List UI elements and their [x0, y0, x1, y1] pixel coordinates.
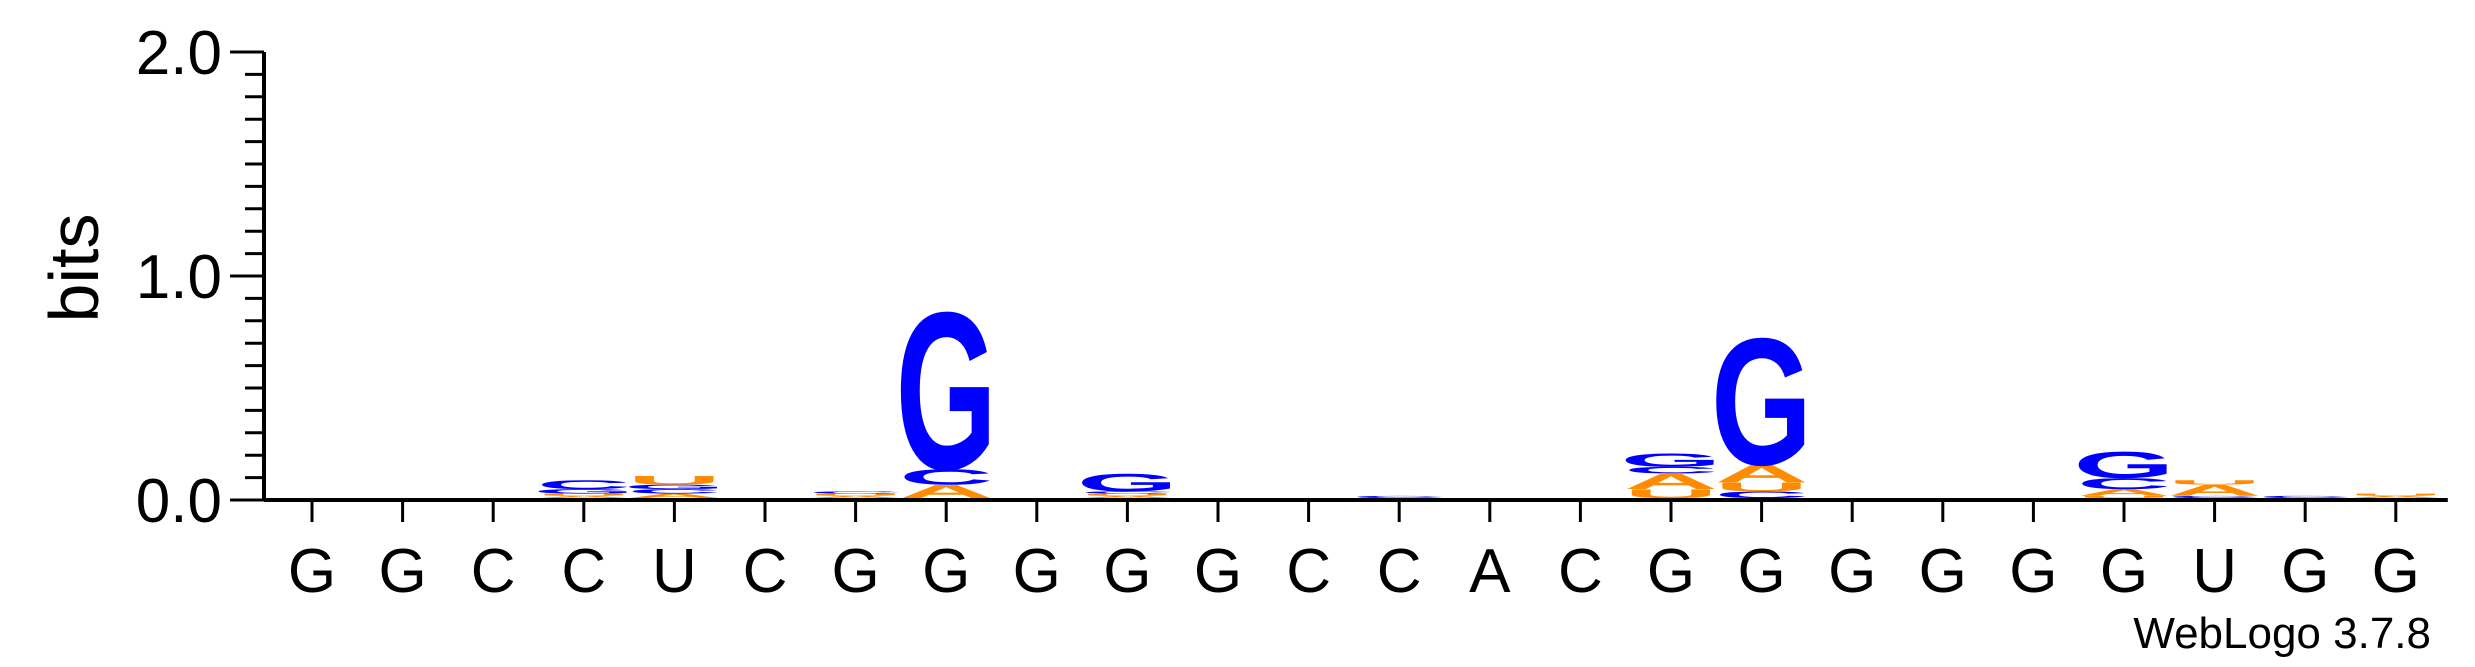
logo-letter-a: A: [809, 495, 903, 498]
logo-letter-c: C: [899, 465, 993, 490]
x-tick-label: G: [1647, 537, 1695, 606]
logo-letter-a: A: [1715, 460, 1809, 488]
logo-letter-c: C: [809, 491, 903, 494]
logo-letter-c: C: [1715, 489, 1809, 500]
x-tick-label: G: [1103, 537, 1151, 606]
x-tick-label: G: [922, 537, 970, 606]
y-axis-label: bits: [35, 214, 113, 323]
logo-letter-g: G: [533, 488, 634, 495]
logo-letter-u: U: [809, 493, 903, 496]
logo-letter-a: A: [2168, 482, 2262, 500]
x-tick-label: G: [831, 537, 879, 606]
x-tick-label: C: [1286, 537, 1331, 606]
x-tick-label: G: [288, 537, 336, 606]
logo-letter-u: U: [1080, 493, 1174, 496]
y-axis: 0.0 1.0 2.0: [136, 19, 266, 536]
x-tick-label: G: [2372, 537, 2420, 606]
logo-letter-g: G: [1077, 469, 1178, 497]
x-tick-label: C: [1377, 537, 1422, 606]
logo-letter-c: C: [2258, 495, 2352, 498]
logo-letter-c: C: [2077, 475, 2171, 493]
x-tick-label: C: [561, 537, 606, 606]
logo-letter-g: G: [624, 483, 725, 490]
x-tick-label: C: [1558, 537, 1603, 606]
x-tick-label: A: [1469, 537, 1511, 606]
x-tick-label: G: [1194, 537, 1242, 606]
logo-letter-c: C: [1624, 465, 1718, 476]
weblogo-credit: WebLogo 3.7.8: [2133, 609, 2431, 658]
logo-letter-u: U: [2349, 493, 2443, 496]
x-tick-label: G: [1737, 537, 1785, 606]
x-tick-label: U: [652, 537, 697, 606]
y-tick-label: 0.0: [136, 467, 222, 536]
x-tick-label: C: [743, 537, 788, 606]
logo-letter-c: C: [1080, 491, 1174, 494]
logo-letter-g: G: [2073, 444, 2174, 486]
x-tick-label: G: [2009, 537, 2057, 606]
logo-letter-a: A: [899, 481, 993, 502]
x-tick-label: G: [1919, 537, 1967, 606]
x-tick-label: G: [2281, 537, 2329, 606]
x-tick-label: G: [1013, 537, 1061, 606]
logo-letter-c: C: [2168, 495, 2262, 498]
logo-letter-u: U: [2077, 495, 2171, 498]
logo-letter-u: U: [1624, 487, 1718, 501]
logo-letter-c: C: [1352, 495, 1446, 498]
logo-letter-g: G: [1711, 301, 1812, 503]
x-tick-label: C: [471, 537, 516, 606]
x-tick-label: G: [378, 537, 426, 606]
logo-letter-u: U: [2168, 479, 2262, 486]
x-tick-label: G: [2100, 537, 2148, 606]
y-tick-label: 1.0: [136, 243, 222, 312]
y-tick-label: 2.0: [136, 19, 222, 88]
logo-letter-a: A: [627, 492, 721, 499]
logo-letter-a: A: [537, 495, 631, 498]
x-tick-label: U: [2192, 537, 2237, 606]
logo-letter-c: C: [627, 488, 721, 495]
logo-letter-a: A: [2077, 487, 2171, 498]
logo-letter-a: A: [1080, 495, 1174, 498]
logo-letter-u: U: [537, 493, 631, 496]
logo-letter-a: A: [2349, 495, 2443, 498]
logo-letter-g: G: [1620, 450, 1721, 471]
logo-letter-u: U: [1715, 480, 1809, 494]
logo-letter-c: C: [537, 478, 631, 492]
logo-letter-a: A: [1624, 469, 1718, 494]
logo-letter-u: U: [627, 473, 721, 487]
x-tick-label: G: [1828, 537, 1876, 606]
logo-letter-g: G: [896, 264, 997, 516]
